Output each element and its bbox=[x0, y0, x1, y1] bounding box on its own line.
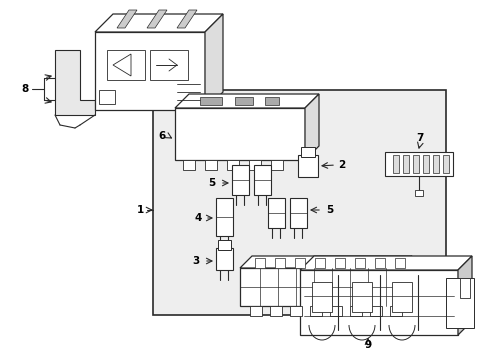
Bar bbox=[329, 306, 341, 316]
Bar bbox=[314, 258, 325, 268]
Bar bbox=[183, 160, 195, 170]
Polygon shape bbox=[147, 10, 167, 28]
Polygon shape bbox=[177, 10, 197, 28]
Bar bbox=[289, 306, 302, 316]
Bar bbox=[301, 147, 314, 157]
Bar bbox=[150, 50, 187, 80]
Bar bbox=[226, 160, 239, 170]
Text: 5: 5 bbox=[325, 205, 333, 215]
Polygon shape bbox=[299, 256, 471, 270]
Bar bbox=[374, 258, 384, 268]
Polygon shape bbox=[305, 94, 318, 160]
Polygon shape bbox=[117, 10, 137, 28]
Text: 5: 5 bbox=[208, 178, 215, 188]
Text: 6: 6 bbox=[158, 131, 165, 141]
Bar bbox=[95, 32, 204, 110]
Bar bbox=[349, 306, 361, 316]
Bar bbox=[402, 155, 408, 173]
Bar bbox=[389, 306, 401, 316]
Bar bbox=[253, 165, 270, 195]
Text: 4: 4 bbox=[194, 213, 201, 223]
Polygon shape bbox=[95, 14, 223, 32]
Text: 8: 8 bbox=[21, 84, 29, 94]
Bar bbox=[412, 155, 418, 173]
Bar bbox=[369, 306, 381, 316]
Bar bbox=[391, 282, 411, 312]
Bar bbox=[299, 270, 457, 335]
Bar bbox=[294, 258, 305, 268]
Polygon shape bbox=[399, 256, 411, 306]
Bar bbox=[354, 258, 364, 268]
Bar bbox=[175, 108, 305, 160]
Polygon shape bbox=[175, 94, 318, 108]
Bar bbox=[240, 268, 399, 306]
Bar bbox=[200, 97, 222, 105]
Bar bbox=[445, 278, 473, 328]
Bar bbox=[270, 160, 283, 170]
Polygon shape bbox=[240, 256, 411, 268]
Bar bbox=[231, 165, 248, 195]
Bar bbox=[351, 282, 371, 312]
Bar bbox=[107, 50, 145, 80]
Bar bbox=[289, 198, 306, 228]
Bar bbox=[248, 160, 261, 170]
Polygon shape bbox=[457, 256, 471, 335]
Bar bbox=[264, 97, 279, 105]
Bar bbox=[216, 248, 232, 270]
Bar bbox=[254, 258, 264, 268]
Bar bbox=[153, 90, 445, 315]
Bar bbox=[309, 306, 321, 316]
Bar bbox=[235, 97, 252, 105]
Bar bbox=[414, 190, 422, 196]
Bar bbox=[394, 258, 404, 268]
Bar bbox=[392, 155, 398, 173]
Bar bbox=[99, 90, 115, 104]
Bar bbox=[311, 282, 331, 312]
Bar bbox=[422, 155, 428, 173]
Polygon shape bbox=[55, 50, 95, 115]
Bar bbox=[274, 258, 285, 268]
Text: 1: 1 bbox=[136, 205, 143, 215]
Bar bbox=[216, 198, 232, 236]
Bar bbox=[269, 306, 282, 316]
Bar bbox=[432, 155, 438, 173]
Bar bbox=[459, 278, 469, 298]
Bar bbox=[204, 160, 217, 170]
Text: 3: 3 bbox=[192, 256, 199, 266]
Bar bbox=[442, 155, 448, 173]
Text: 7: 7 bbox=[415, 133, 423, 143]
Bar bbox=[218, 240, 230, 250]
Polygon shape bbox=[204, 14, 223, 110]
Bar bbox=[267, 198, 285, 228]
Bar bbox=[297, 155, 317, 177]
Bar bbox=[249, 306, 262, 316]
Text: 2: 2 bbox=[338, 160, 345, 170]
Text: 9: 9 bbox=[364, 340, 371, 350]
Bar bbox=[384, 152, 452, 176]
Bar bbox=[334, 258, 345, 268]
